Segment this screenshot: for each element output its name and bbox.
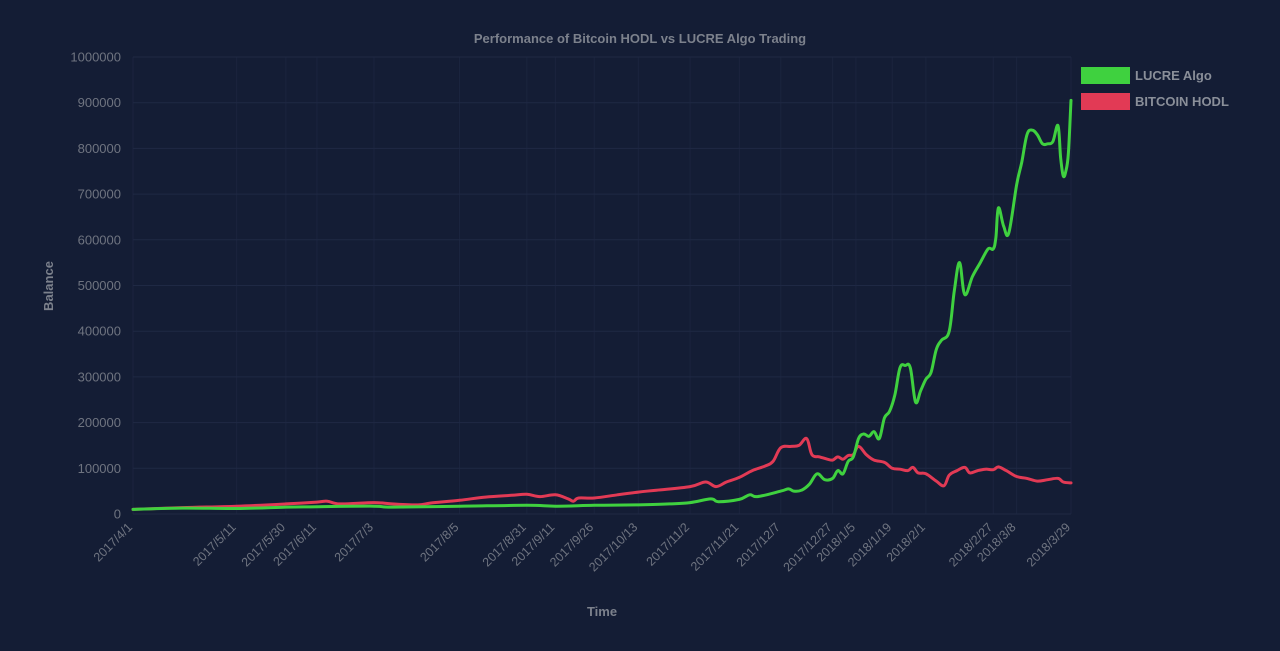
legend-swatch xyxy=(1081,67,1130,84)
chart-title: Performance of Bitcoin HODL vs LUCRE Alg… xyxy=(474,31,806,46)
y-tick-label: 300000 xyxy=(78,369,121,384)
y-tick-label: 0 xyxy=(114,507,121,522)
y-tick-label: 600000 xyxy=(78,232,121,247)
x-tick-label: 2017/5/11 xyxy=(190,520,239,569)
legend-label: BITCOIN HODL xyxy=(1135,94,1229,109)
y-tick-label: 500000 xyxy=(78,278,121,293)
legend-label: LUCRE Algo xyxy=(1135,68,1212,83)
x-tick-label: 2017/11/2 xyxy=(644,520,693,569)
y-tick-label: 100000 xyxy=(78,461,121,476)
y-tick-label: 700000 xyxy=(78,187,121,202)
x-tick-label: 2017/11/21 xyxy=(688,520,742,574)
series-line-lucre-algo xyxy=(131,98,1073,511)
y-tick-label: 800000 xyxy=(78,141,121,156)
gridlines xyxy=(132,56,1072,515)
y-axis-title: Balance xyxy=(41,261,56,311)
x-tick-label: 2018/3/29 xyxy=(1024,520,1073,569)
x-axis-title: Time xyxy=(587,604,617,619)
legend: LUCRE Algo BITCOIN HODL xyxy=(1081,67,1229,110)
x-tick-label: 2017/12/7 xyxy=(734,520,783,569)
y-tick-label: 1000000 xyxy=(70,50,121,65)
x-tick-label: 2017/4/1 xyxy=(91,520,135,564)
y-tick-label: 400000 xyxy=(78,324,121,339)
y-axis: 0 100000 200000 300000 400000 500000 600000 700… xyxy=(70,50,121,522)
plot-area xyxy=(131,98,1073,511)
y-tick-label: 900000 xyxy=(78,95,121,110)
series-line-bitcoin-hodl xyxy=(131,436,1073,511)
legend-swatch xyxy=(1081,93,1130,110)
x-tick-label: 2017/7/3 xyxy=(332,520,376,564)
y-tick-label: 200000 xyxy=(78,415,121,430)
x-tick-label: 2017/8/5 xyxy=(417,520,461,564)
